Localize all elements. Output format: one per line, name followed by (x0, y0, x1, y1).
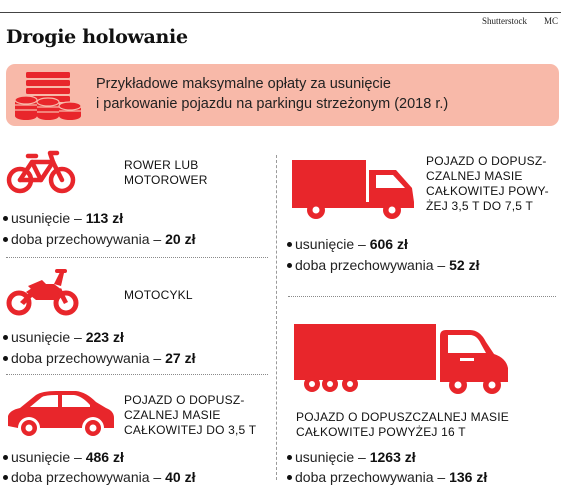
semi-truck-icon (294, 324, 508, 394)
vehicle-label-semi: POJAZD O DOPUSZCZALNEJ MASIE CAŁKOWITEJ … (296, 410, 509, 439)
row-divider (288, 296, 556, 297)
column-divider (276, 155, 277, 480)
banner-line-1: Przykładowe maksymalne opłaty za usunięc… (96, 76, 391, 92)
banner-line-2: i parkowanie pojazdu na parkingu strzeżo… (96, 96, 449, 112)
vehicle-label-motorcycle: MOTOCYKL (124, 288, 193, 302)
row-divider (6, 257, 268, 258)
row-divider (6, 374, 268, 375)
price-row-removal: usunięcie – 113 zł (3, 208, 123, 228)
motorcycle-icon (6, 269, 79, 316)
price-row-removal: usunięcie – 606 zł (287, 234, 408, 254)
price-row-removal: usunięcie – 486 zł (3, 447, 124, 467)
money-coins-icon (14, 72, 82, 120)
bicycle-icon (6, 150, 76, 194)
price-row-removal: usunięcie – 223 zł (3, 327, 124, 347)
price-row-storage: doba przechowywania – 136 zł (287, 467, 487, 487)
price-row-removal: usunięcie – 1263 zł (287, 447, 416, 467)
price-row-storage: doba przechowywania – 52 zł (287, 255, 479, 275)
car-icon (8, 391, 114, 436)
photo-credit: Shutterstock (482, 16, 527, 26)
page-title: Drogie holowanie (6, 26, 188, 48)
top-rule (0, 12, 561, 13)
author-initials: MC (544, 16, 559, 26)
banner-text: Przykładowe maksymalne opłaty za usunięc… (96, 74, 546, 114)
vehicle-label-car: POJAZD O DOPUSZ- CZALNEJ MASIE CAŁKOWITE… (124, 393, 257, 437)
vehicle-label-van: POJAZD O DOPUSZ- CZALNEJ MASIE CAŁKOWITE… (426, 154, 549, 213)
price-row-storage: doba przechowywania – 20 zł (3, 229, 195, 249)
price-row-storage: doba przechowywania – 27 zł (3, 348, 195, 368)
van-truck-icon (292, 160, 414, 219)
info-banner (6, 64, 559, 126)
vehicle-label-bicycle: ROWER LUB MOTOROWER (124, 158, 208, 187)
price-row-storage: doba przechowywania – 40 zł (3, 467, 195, 487)
